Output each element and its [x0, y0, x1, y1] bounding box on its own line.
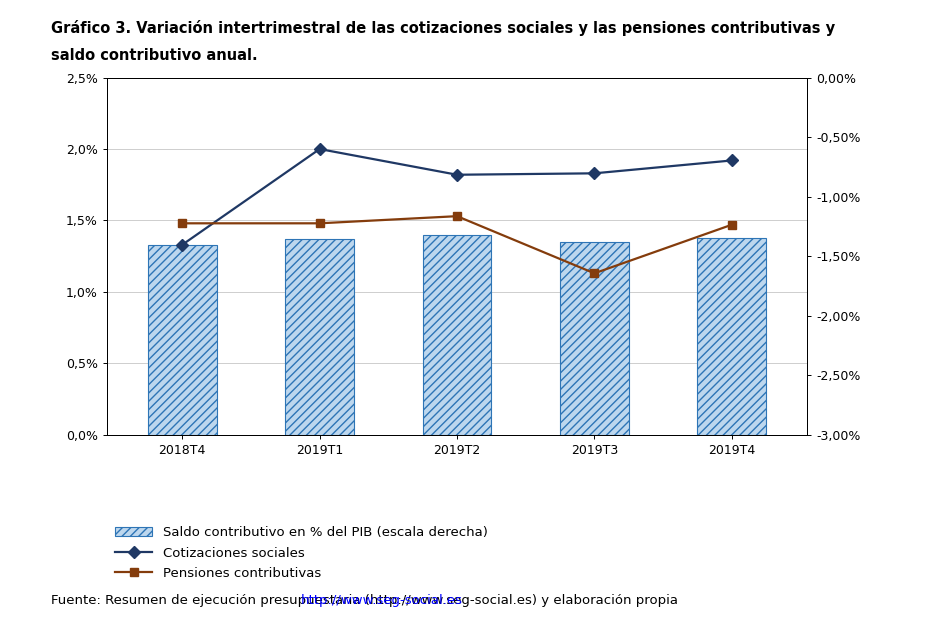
Bar: [422, 235, 491, 435]
Text: http://www.seg-social.es: http://www.seg-social.es: [300, 594, 463, 607]
Text: Gráfico 3. Variación intertrimestral de las cotizaciones sociales y las pensione: Gráfico 3. Variación intertrimestral de …: [51, 20, 834, 36]
Text: Fuente: Resumen de ejecución presupuestaria (http://www.seg-social.es) y elabora: Fuente: Resumen de ejecución presupuesta…: [51, 594, 678, 607]
Text: saldo contributivo anual.: saldo contributivo anual.: [51, 48, 258, 63]
Bar: [147, 245, 216, 435]
Bar: [697, 238, 766, 435]
Legend: Saldo contributivo en % del PIB (escala derecha), Cotizaciones sociales, Pension: Saldo contributivo en % del PIB (escala …: [109, 521, 492, 585]
Bar: [285, 239, 353, 435]
Bar: [560, 242, 629, 435]
